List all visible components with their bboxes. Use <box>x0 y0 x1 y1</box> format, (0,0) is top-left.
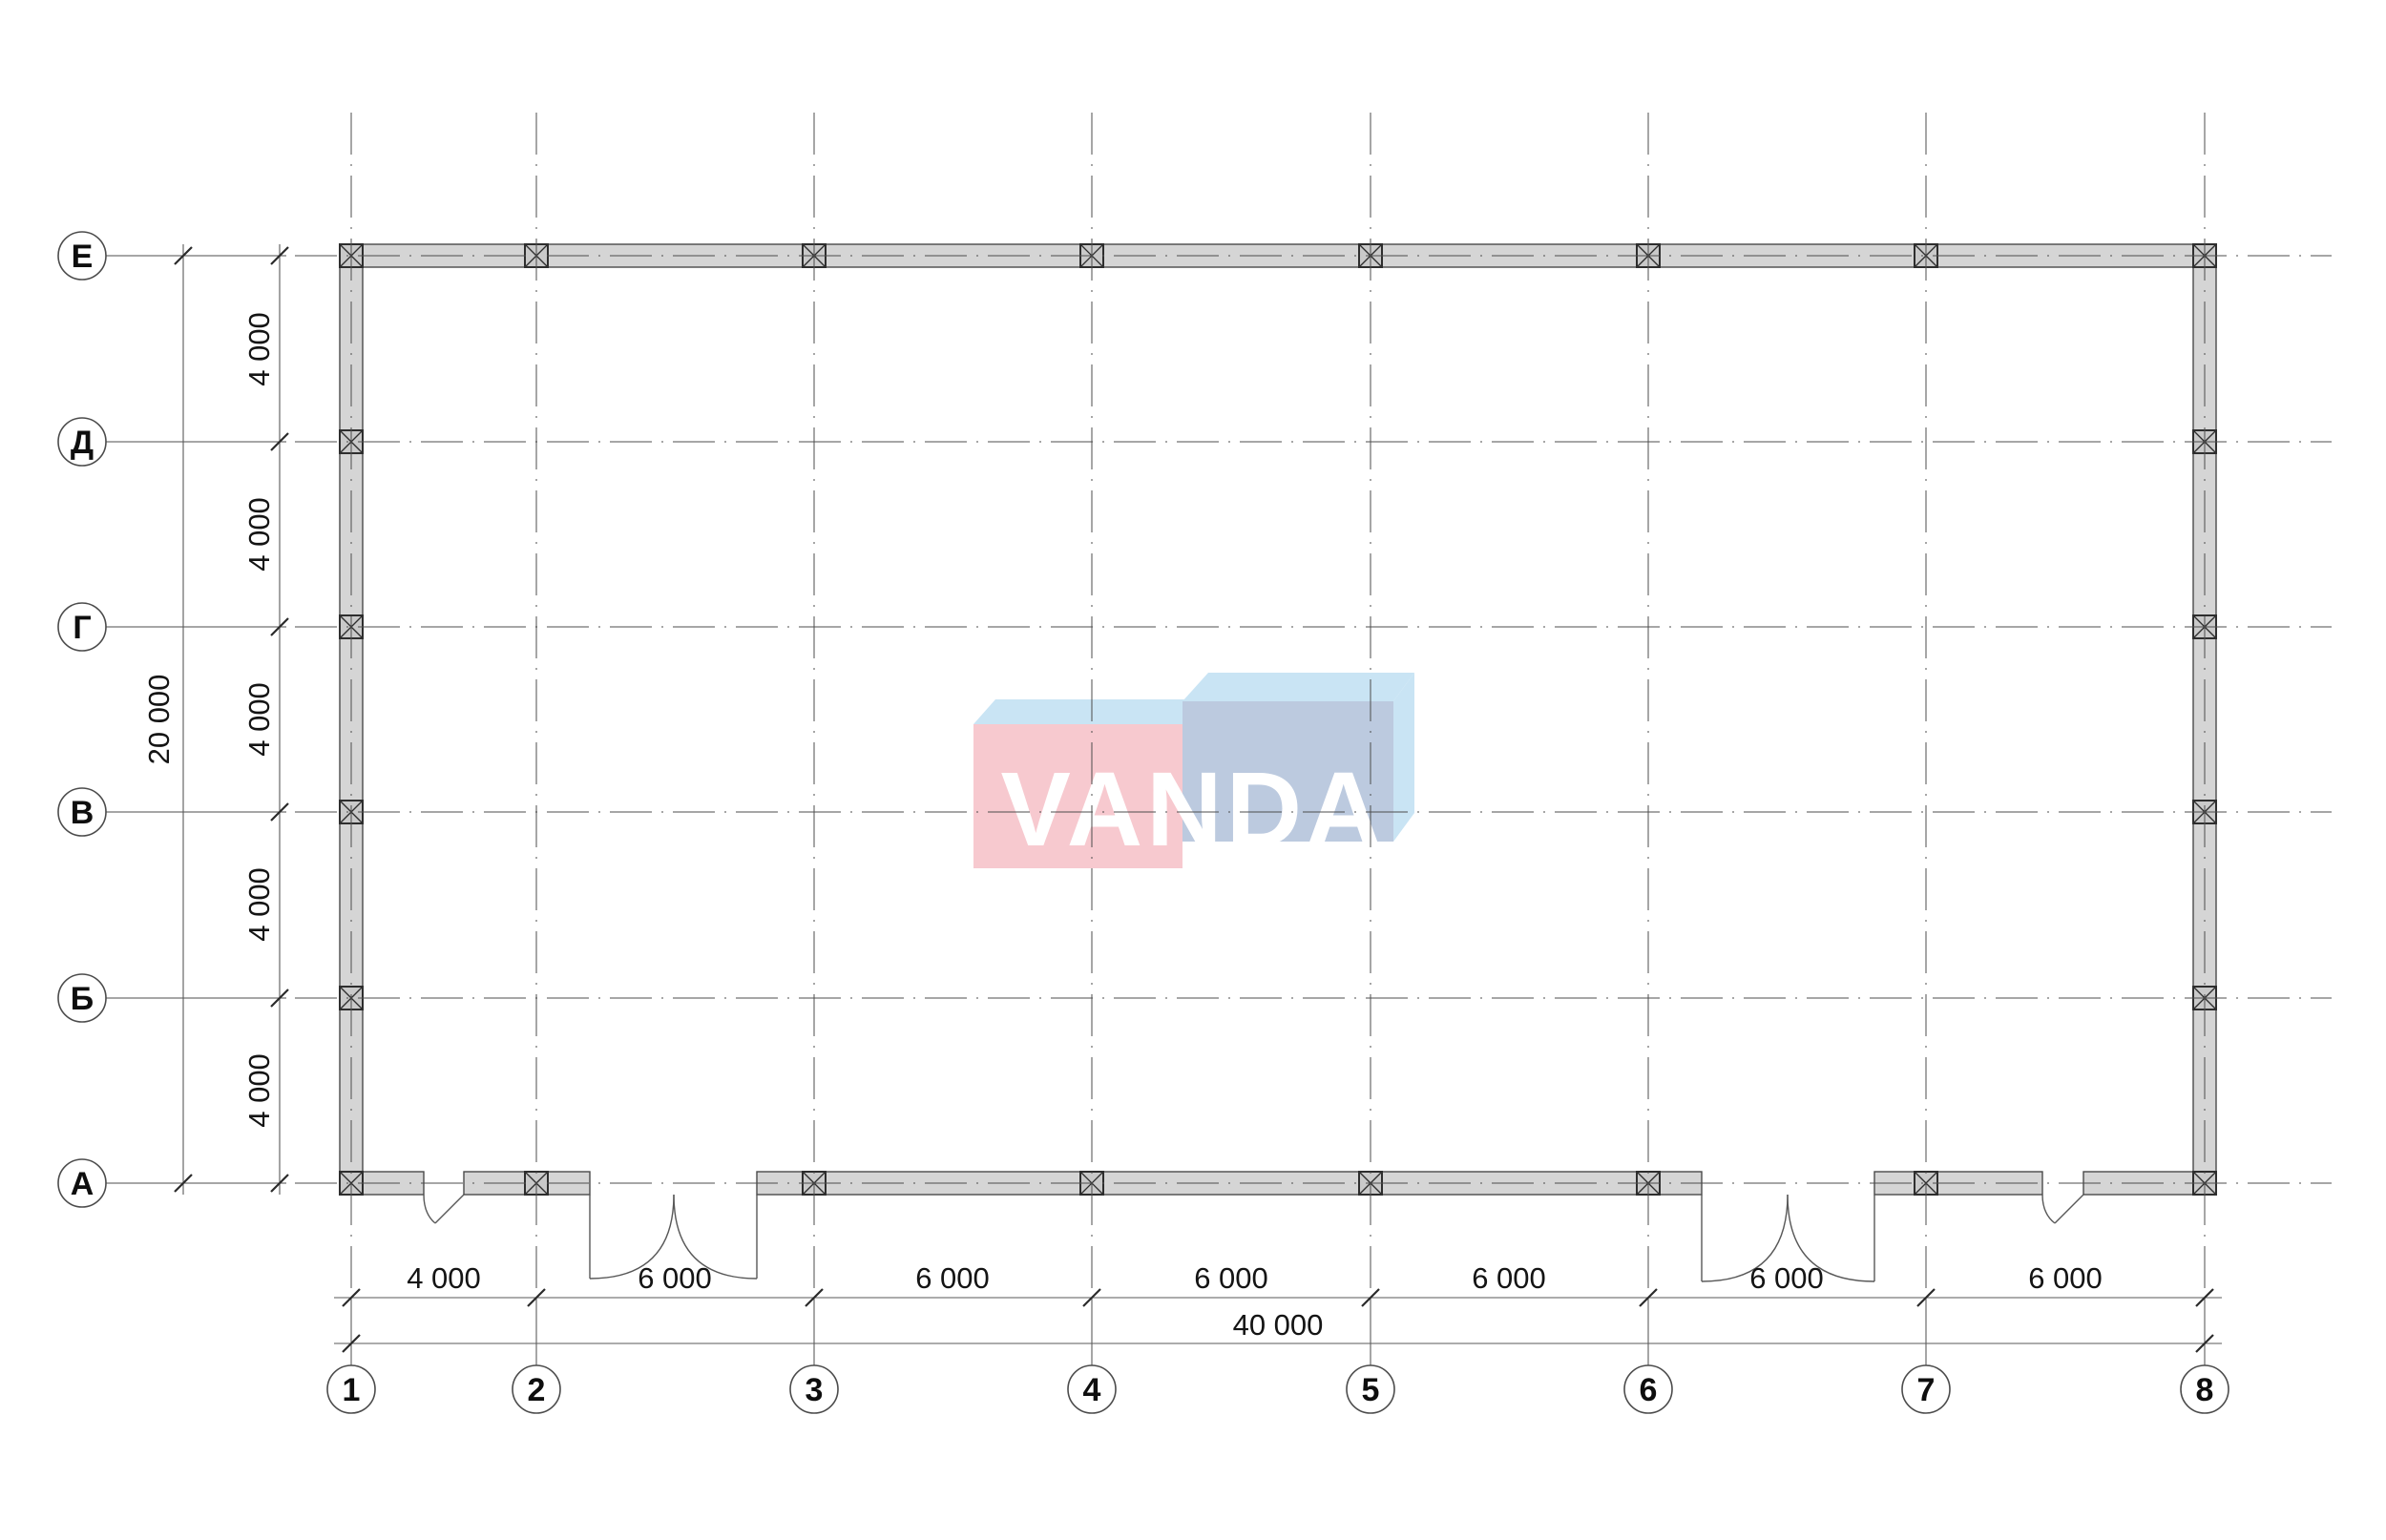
single-door-right <box>2041 1194 2084 1224</box>
row-bubble-b: Б <box>57 973 107 1023</box>
left-dim-label: 4 000 <box>242 867 276 942</box>
bottom-dim-label: 6 000 <box>638 1261 712 1295</box>
bottom-dim-label: 6 000 <box>915 1261 990 1295</box>
col-bubble-5: 5 <box>1346 1364 1395 1414</box>
left-total-dim-label: 20 000 <box>142 675 176 765</box>
svg-text:2: 2 <box>528 1372 546 1408</box>
bottom-total-dim-label: 40 000 <box>1233 1308 1324 1342</box>
left-dim-label: 4 000 <box>242 497 276 572</box>
logo-blue-right-bevel <box>1393 673 1414 842</box>
col-bubble-8: 8 <box>2180 1364 2229 1414</box>
logo-pink-top-bevel <box>973 699 1204 724</box>
svg-text:Е: Е <box>72 239 94 275</box>
single-door-left <box>423 1194 465 1224</box>
row-bubble-v: В <box>57 787 107 837</box>
bottom-dim-label: 6 000 <box>1194 1261 1268 1295</box>
svg-text:7: 7 <box>1917 1372 1936 1408</box>
column-axis-bubbles: 1 2 3 4 5 6 7 8 <box>326 1364 2229 1414</box>
left-dim-label: 4 000 <box>242 312 276 386</box>
row-bubble-d: Д <box>57 417 107 467</box>
row-axis-bubbles: Е Д Г В Б А <box>57 231 107 1208</box>
bottom-dim-label: 6 000 <box>1749 1261 1824 1295</box>
col-bubble-2: 2 <box>512 1364 561 1414</box>
svg-text:5: 5 <box>1362 1372 1380 1408</box>
col-bubble-7: 7 <box>1901 1364 1951 1414</box>
logo-blue-box <box>1183 701 1393 842</box>
svg-text:4: 4 <box>1083 1372 1101 1408</box>
logo-blue-top-bevel <box>1183 673 1414 701</box>
doors <box>423 1194 2084 1282</box>
vanda-logo-watermark: VANDA <box>973 673 1414 868</box>
svg-text:3: 3 <box>806 1372 824 1408</box>
svg-text:В: В <box>71 795 94 831</box>
col-bubble-6: 6 <box>1623 1364 1673 1414</box>
bottom-dim-label: 6 000 <box>1472 1261 1546 1295</box>
double-door-right <box>1701 1194 1875 1282</box>
row-bubble-a: А <box>57 1158 107 1208</box>
bottom-dim-label: 6 000 <box>2028 1261 2103 1295</box>
svg-text:Г: Г <box>73 610 91 646</box>
left-dim-label: 4 000 <box>242 682 276 757</box>
svg-text:Б: Б <box>71 981 94 1017</box>
svg-text:8: 8 <box>2196 1372 2214 1408</box>
svg-text:1: 1 <box>343 1372 361 1408</box>
double-door-left <box>589 1194 758 1280</box>
logo-pink-box <box>973 724 1183 868</box>
col-bubble-1: 1 <box>326 1364 376 1414</box>
dimension-labels: 4 000 6 000 6 000 6 000 6 000 6 000 6 00… <box>142 312 2103 1342</box>
col-bubble-4: 4 <box>1067 1364 1117 1414</box>
svg-text:6: 6 <box>1640 1372 1658 1408</box>
grid-lines <box>106 113 2332 1365</box>
row-bubble-e: Е <box>57 231 107 281</box>
col-bubble-3: 3 <box>789 1364 839 1414</box>
left-dim-label: 4 000 <box>242 1053 276 1128</box>
bottom-dim-label: 4 000 <box>407 1261 481 1295</box>
svg-text:Д: Д <box>71 425 94 461</box>
row-bubble-g: Г <box>57 602 107 652</box>
logo-text: VANDA <box>1001 751 1386 868</box>
svg-text:А: А <box>71 1166 94 1202</box>
dimension-lines <box>173 244 2222 1354</box>
